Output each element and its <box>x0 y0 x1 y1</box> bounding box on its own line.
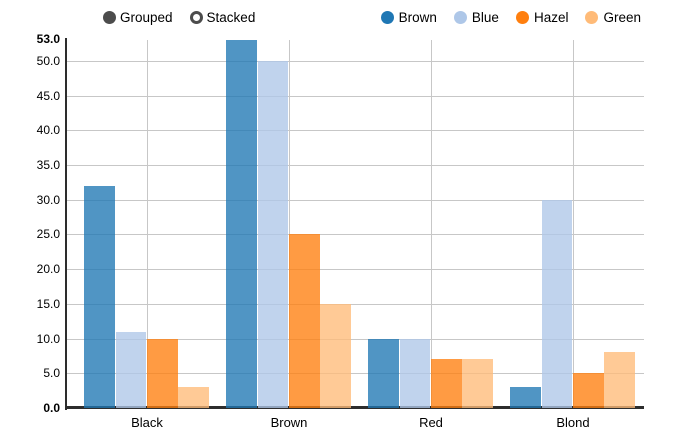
x-gridline <box>147 40 148 408</box>
bar-red-blue[interactable] <box>399 338 431 408</box>
y-gridline <box>67 95 644 97</box>
chart-mode-controls: Grouped Stacked <box>103 10 255 25</box>
y-axis-tick-label: 40.0 <box>36 123 60 138</box>
y-gridline <box>67 60 644 62</box>
legend-swatch-icon <box>453 11 467 24</box>
y-axis-tick-label: 15.0 <box>36 296 60 311</box>
y-gridline <box>67 130 644 132</box>
x-axis-line <box>65 406 644 409</box>
y-axis-tick-label: 10.0 <box>36 331 60 346</box>
x-axis-label: Red <box>419 415 443 430</box>
bar-red-hazel[interactable] <box>431 359 462 408</box>
bar-black-brown[interactable] <box>84 185 115 408</box>
control-option-stacked[interactable]: Stacked <box>189 10 256 25</box>
legend-item-label: Hazel <box>533 10 569 25</box>
y-gridline <box>67 338 644 340</box>
y-axis-max-label: 53.0 <box>36 32 60 46</box>
x-gridline <box>289 40 290 408</box>
bar-black-hazel[interactable] <box>147 338 178 408</box>
y-axis-min-label: 0.0 <box>43 401 60 415</box>
control-option-grouped[interactable]: Grouped <box>103 10 173 25</box>
x-gridline <box>431 40 432 408</box>
y-gridline <box>67 199 644 201</box>
y-axis-tick-label: 25.0 <box>36 227 60 242</box>
legend-item-blue[interactable]: Blue <box>453 10 499 25</box>
legend-item-brown[interactable]: Brown <box>380 10 437 25</box>
bar-blond-hazel[interactable] <box>573 373 604 408</box>
bar-brown-blue[interactable] <box>257 60 289 408</box>
legend-item-label: Blue <box>471 10 499 25</box>
bar-black-green[interactable] <box>178 387 210 408</box>
bar-blond-green[interactable] <box>604 352 636 408</box>
bar-black-blue[interactable] <box>115 331 147 408</box>
bar-blond-brown[interactable] <box>510 387 541 408</box>
x-axis-label: Blond <box>556 415 590 430</box>
bar-brown-green[interactable] <box>320 303 352 408</box>
control-option-label: Grouped <box>120 10 173 25</box>
control-option-label: Stacked <box>206 10 256 25</box>
legend-swatch-icon <box>380 11 394 24</box>
y-gridline <box>67 269 644 271</box>
radio-selected-icon <box>103 11 116 24</box>
legend-swatch-icon <box>515 11 529 24</box>
y-axis-tick-label: 50.0 <box>36 53 60 68</box>
bar-red-brown[interactable] <box>368 338 399 408</box>
bar-blond-blue[interactable] <box>541 199 573 408</box>
legend-swatch-icon <box>585 11 599 24</box>
y-gridline <box>67 373 644 375</box>
y-axis-tick-label: 5.0 <box>43 366 60 381</box>
x-axis-label: Black <box>131 415 163 430</box>
y-axis-line <box>65 38 67 410</box>
y-axis-tick-label: 45.0 <box>36 88 60 103</box>
legend-item-hazel[interactable]: Hazel <box>515 10 569 25</box>
legend-item-label: Green <box>603 10 641 25</box>
y-gridline <box>67 303 644 305</box>
x-gridline <box>573 40 574 408</box>
y-axis-tick-label: 20.0 <box>36 262 60 277</box>
x-axis-label: Brown <box>270 415 308 430</box>
series-legend: Brown Blue Hazel Green <box>380 10 641 25</box>
y-gridline <box>67 164 644 166</box>
legend-item-green[interactable]: Green <box>585 10 641 25</box>
y-axis-tick-label: 30.0 <box>36 192 60 207</box>
bar-red-green[interactable] <box>462 359 494 408</box>
y-axis-tick-label: 35.0 <box>36 157 60 172</box>
y-gridline <box>67 234 644 236</box>
radio-unselected-icon <box>189 11 203 24</box>
bar-brown-brown[interactable] <box>226 40 257 408</box>
bar-brown-hazel[interactable] <box>289 234 320 408</box>
legend-item-label: Brown <box>398 10 437 25</box>
